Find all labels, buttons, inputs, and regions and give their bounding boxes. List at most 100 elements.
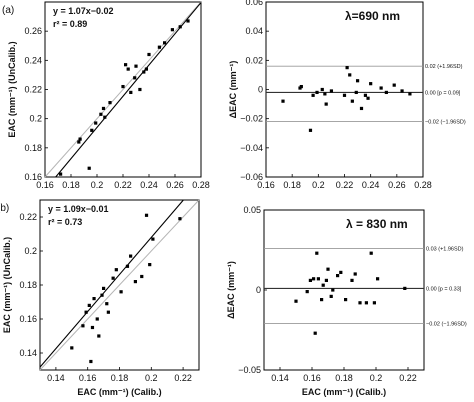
chart-a-bland-point — [363, 93, 368, 97]
chart-b-xtick-label: 0.22 — [174, 373, 192, 383]
chart-a-point — [147, 52, 151, 57]
chart-b-bland-hline-label: 0.00 [p = 0.33] — [426, 286, 462, 292]
chart-b-bland-point — [372, 301, 376, 305]
chart-a-point — [134, 64, 138, 68]
chart-a-point — [90, 128, 94, 132]
chart-a-point — [157, 45, 161, 49]
chart-a-xtick-label: 0.16 — [36, 180, 54, 190]
chart-a-point — [78, 137, 82, 141]
chart-a-point — [87, 166, 91, 170]
chart-a-bland-point — [366, 96, 370, 100]
chart-a-ytick-label: 0.26 — [24, 26, 42, 36]
chart-a-panel-label: (a) — [2, 5, 14, 16]
chart-b-point — [97, 334, 101, 338]
chart-a-bland-point — [342, 93, 347, 97]
chart-a-point — [59, 172, 63, 176]
chart-a-point — [99, 112, 103, 116]
chart-b-bland-point — [321, 283, 325, 287]
chart-a-bland-xtick-label: 0.2 — [312, 180, 325, 190]
chart-a-bland-xtick-label: 0.22 — [336, 180, 354, 190]
chart-b-point — [144, 213, 149, 217]
chart-b-bland-xtick-label: 0.22 — [399, 373, 417, 383]
chart-a-bland-ytick-label: −0.02 — [240, 114, 263, 124]
chart-a-ytick-label: 0.2 — [29, 114, 42, 124]
chart-a-bland-point — [392, 83, 396, 87]
chart-b-bland-point — [326, 267, 330, 271]
chart-a-bland-xtick-label: 0.26 — [388, 180, 406, 190]
chart-b-bland-point — [329, 294, 333, 298]
chart-b-bland-hline-label: 0.03 (+1.96SD) — [426, 246, 464, 252]
chart-b-fit-line — [39, 199, 184, 368]
chart-b-point — [151, 237, 155, 241]
chart-a-fit-line — [55, 2, 202, 178]
chart-b-point — [111, 276, 115, 280]
chart-b-bland-point — [294, 299, 298, 303]
chart-a-bland-ytick-label: 0.02 — [245, 55, 263, 65]
chart-a-ytick-label: 0.22 — [24, 85, 42, 95]
chart-b-point — [133, 280, 137, 284]
chart-a-bland-ylabel: ΔEAC (mm⁻¹) — [228, 61, 238, 119]
chart-b-panel-label: (b) — [0, 203, 9, 214]
chart-b-point — [125, 264, 130, 268]
chart-a-bland-point — [400, 89, 404, 93]
chart-b-identity-line — [39, 199, 200, 371]
chart-b-bland-frame — [263, 209, 425, 371]
chart-b-ytick-label: 0.14 — [19, 348, 37, 358]
chart-b-bland-ylabel: ΔEAC (mm⁻¹) — [226, 261, 236, 319]
chart-b-bland-point — [308, 278, 312, 282]
chart-a-bland-point — [348, 73, 352, 77]
chart-a-point — [163, 41, 167, 45]
chart-a-ytick-label: 0.18 — [24, 143, 42, 153]
chart-b-bland-point — [312, 277, 316, 281]
chart-a-bland-wavelength: λ=690 nm — [345, 9, 400, 23]
chart-a-bland-xtick-label: 0.28 — [414, 180, 432, 190]
chart-a-point — [186, 19, 190, 23]
chart-a-bland-point — [354, 90, 358, 95]
chart-a-point — [77, 140, 81, 144]
chart-b-bland-point — [316, 277, 320, 281]
chart-a-bland-point — [324, 102, 328, 106]
chart-a-bland-point — [299, 84, 303, 89]
chart-a-identity-line — [44, 1, 202, 178]
chart-a-point — [124, 63, 128, 67]
chart-a-bland-point — [311, 93, 315, 97]
chart-b-bland-point — [403, 286, 407, 290]
chart-a-bland-point — [350, 99, 354, 103]
chart-b-point — [114, 268, 118, 272]
chart-a-bland-ytick-label: −0.04 — [240, 143, 263, 153]
chart-b-point — [178, 217, 182, 221]
chart-a-point — [133, 76, 137, 80]
chart-b-bland-xtick-label: 0.14 — [271, 373, 289, 383]
chart-a-bland-point — [323, 92, 327, 96]
chart-a-xtick-label: 0.2 — [91, 180, 104, 190]
chart-b-bland-xlabel: EAC (mm⁻¹) (Calib.) — [302, 387, 386, 397]
chart-a-bland-point — [384, 90, 388, 95]
chart-b-bland-ytick-label: −0.05 — [238, 365, 261, 375]
chart-b-bland-point — [336, 274, 340, 278]
chart-a-xtick-label: 0.18 — [62, 180, 80, 190]
chart-a-bland-xtick-label: 0.16 — [257, 180, 275, 190]
chart-a-bland-point — [345, 66, 349, 70]
chart-a-point — [144, 67, 148, 71]
chart-a-r2: r² = 0.89 — [53, 19, 87, 29]
chart-b-bland-point — [376, 277, 380, 281]
chart-b-ytick-label: 0.2 — [24, 246, 37, 256]
chart-b-bland-xtick-label: 0.2 — [370, 373, 383, 383]
chart-b-point — [140, 274, 144, 279]
chart-a-point — [121, 84, 125, 89]
chart-a-bland-point — [359, 106, 364, 111]
chart-a-xtick-label: 0.28 — [192, 180, 210, 190]
chart-b-point — [70, 346, 74, 350]
chart-a-point — [126, 67, 130, 71]
chart-b-bland-point — [305, 290, 309, 294]
chart-a-bland-point — [355, 79, 360, 83]
chart-b-bland-ytick-label: 0 — [256, 285, 261, 295]
chart-b-point — [89, 359, 93, 364]
chart-a-bland-xtick-label: 0.18 — [283, 180, 301, 190]
chart-b-xtick-label: 0.14 — [47, 373, 65, 383]
chart-a-point — [94, 121, 98, 125]
chart-b-point — [81, 324, 85, 328]
chart-a-bland-ytick-label: 0.06 — [245, 0, 263, 7]
chart-a-ylabel: EAC (mm⁻¹) (UnCalib.) — [7, 41, 17, 137]
